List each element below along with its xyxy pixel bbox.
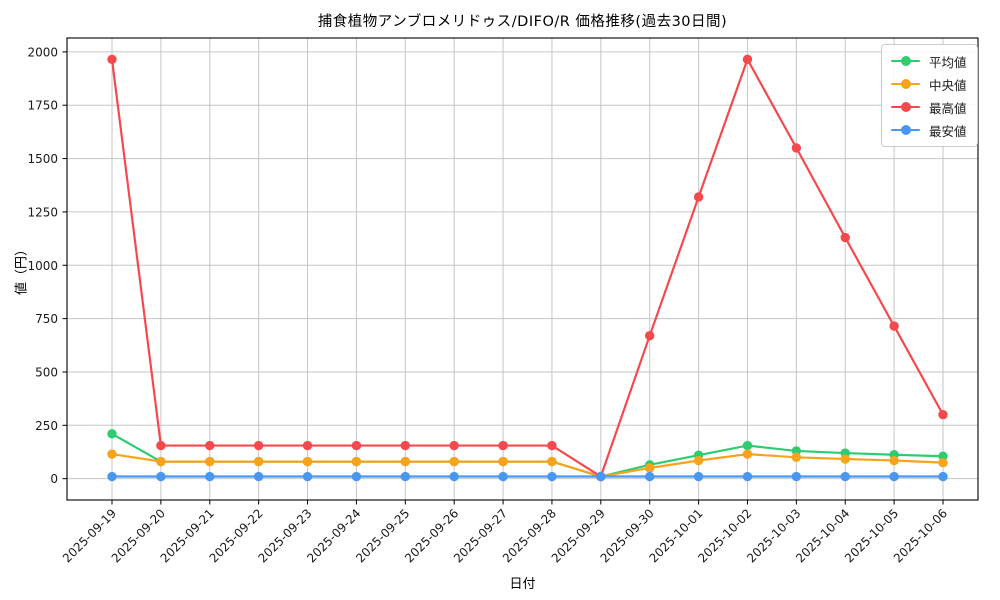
series-marker — [400, 471, 410, 482]
series-marker — [107, 471, 117, 482]
y-tick-label: 500 — [35, 365, 58, 379]
y-tick-label: 1500 — [27, 152, 58, 166]
series-marker — [742, 449, 753, 459]
series-marker — [693, 471, 704, 482]
legend-item: 中央値 — [891, 74, 967, 94]
series-marker — [742, 54, 753, 65]
series-marker — [791, 471, 802, 482]
series-marker — [547, 456, 557, 467]
series-marker — [889, 471, 899, 482]
series-marker — [742, 471, 753, 482]
legend-line-marker-icon — [891, 125, 920, 135]
legend-label: 平均値 — [929, 54, 967, 70]
legend-item: 最安値 — [891, 120, 967, 140]
series-marker — [302, 471, 313, 482]
series-marker — [645, 463, 655, 473]
plot-frame — [66, 37, 979, 501]
series-line — [110, 453, 945, 478]
series-marker — [498, 471, 508, 482]
y-tick-label: 2000 — [27, 45, 58, 59]
series-marker — [596, 471, 606, 482]
y-tick-label: 1250 — [27, 205, 58, 219]
series-marker — [547, 440, 557, 451]
chart-title: 捕食植物アンブロメリドゥス/DIFO/R 価格推移(過去30日間) — [317, 14, 728, 30]
series-marker — [645, 471, 655, 482]
series-marker — [742, 440, 753, 451]
series-marker — [156, 471, 166, 482]
series-line — [110, 58, 945, 478]
y-tick-label: 0 — [50, 472, 58, 486]
legend-line-marker-icon — [891, 79, 920, 89]
legend-label: 最安値 — [929, 123, 967, 139]
series-marker — [889, 455, 899, 466]
series-marker — [253, 471, 264, 482]
series-marker — [840, 454, 850, 464]
series-marker — [840, 471, 850, 482]
series-marker — [156, 456, 166, 467]
series-marker — [449, 456, 459, 467]
y-tick-label: 250 — [35, 419, 58, 433]
y-tick-label: 750 — [35, 312, 58, 326]
series-marker — [547, 471, 557, 482]
series-marker — [938, 457, 948, 468]
series-marker — [645, 330, 655, 341]
y-tick-label: 1000 — [27, 259, 58, 273]
series-marker — [302, 440, 313, 451]
series-marker — [205, 471, 215, 482]
series-marker — [107, 449, 117, 459]
series-marker — [400, 440, 410, 451]
series-marker — [302, 456, 313, 467]
series-marker — [205, 440, 215, 451]
series-marker — [449, 471, 459, 482]
series-marker — [351, 471, 362, 482]
legend-label: 最高値 — [929, 100, 967, 116]
legend-dot-icon — [900, 79, 911, 89]
legend-dot-icon — [900, 102, 911, 112]
x-axis-label: 日付 — [509, 577, 536, 592]
series-line — [110, 432, 945, 478]
series-marker — [253, 456, 264, 467]
series-marker — [791, 143, 802, 153]
series-marker — [107, 54, 117, 65]
series-marker — [156, 440, 166, 451]
series-marker — [938, 471, 948, 482]
series-marker — [351, 440, 362, 451]
y-axis-label: 値（円） — [14, 242, 30, 296]
legend-dot-icon — [900, 56, 911, 66]
series-marker — [253, 440, 264, 451]
series-marker — [938, 409, 948, 420]
series-marker — [205, 456, 215, 467]
legend-item: 最高値 — [891, 97, 967, 117]
series-marker — [449, 440, 459, 451]
series-marker — [791, 452, 802, 463]
series-marker — [400, 456, 410, 467]
legend-line-marker-icon — [891, 56, 920, 66]
legend-label: 中央値 — [929, 77, 967, 93]
y-tick-label: 1750 — [27, 99, 58, 113]
legend-line-marker-icon — [891, 102, 920, 112]
legend-dot-icon — [900, 125, 911, 135]
series-marker — [498, 456, 508, 467]
series-marker — [889, 321, 899, 331]
series-marker — [107, 429, 117, 439]
series-marker — [840, 232, 850, 243]
series-marker — [498, 440, 508, 451]
series-marker — [693, 192, 704, 202]
series-marker — [693, 455, 704, 466]
series-marker — [351, 456, 362, 467]
legend-item: 平均値 — [891, 51, 967, 71]
legend: 平均値中央値最高値最安値 — [881, 44, 978, 147]
